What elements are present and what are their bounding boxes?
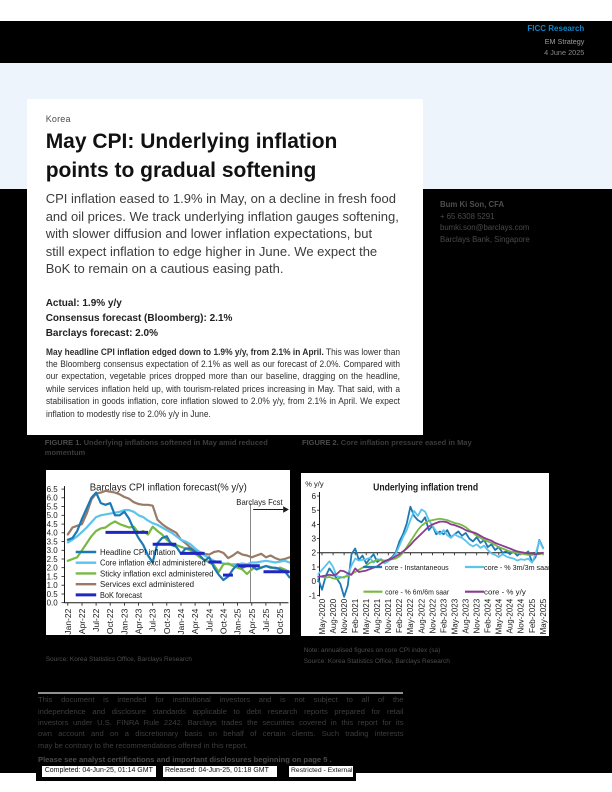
svg-text:May-2021: May-2021: [362, 598, 371, 634]
svg-text:Nov-2020: Nov-2020: [340, 598, 349, 633]
svg-text:2.0: 2.0: [47, 564, 59, 573]
svg-text:core - % 3m/3m saar: core - % 3m/3m saar: [484, 563, 549, 572]
svg-text:Nov-2024: Nov-2024: [517, 598, 526, 633]
svg-text:May-2023: May-2023: [450, 598, 459, 634]
svg-text:0.5: 0.5: [47, 590, 59, 599]
svg-text:2: 2: [311, 549, 316, 558]
svg-text:Oct-24: Oct-24: [219, 609, 229, 635]
svg-text:core - Instantaneous: core - Instantaneous: [385, 563, 449, 572]
svg-text:6.0: 6.0: [47, 494, 59, 503]
svg-text:Services excl administered: Services excl administered: [100, 580, 194, 589]
svg-text:Apr-25: Apr-25: [247, 609, 257, 635]
svg-text:-1: -1: [309, 591, 317, 600]
svg-text:Jul-23: Jul-23: [148, 609, 158, 632]
svg-text:Apr-22: Apr-22: [77, 609, 87, 635]
svg-text:Headline CPI inflation: Headline CPI inflation: [100, 548, 176, 557]
svg-text:4.0: 4.0: [47, 529, 59, 538]
svg-text:Barclays Fcst: Barclays Fcst: [237, 497, 284, 507]
svg-text:Apr-23: Apr-23: [134, 609, 144, 635]
svg-text:3.5: 3.5: [47, 538, 59, 547]
svg-text:0.0: 0.0: [47, 599, 59, 608]
svg-text:Oct-23: Oct-23: [162, 609, 172, 635]
svg-text:May-2025: May-2025: [539, 598, 548, 634]
svg-text:Core inflation excl administer: Core inflation excl administered: [100, 559, 206, 568]
svg-text:0: 0: [311, 577, 316, 586]
svg-text:BoK forecast: BoK forecast: [100, 591, 143, 600]
svg-text:Feb-2025: Feb-2025: [528, 598, 537, 633]
svg-text:5.5: 5.5: [47, 503, 59, 512]
svg-text:Jan-23: Jan-23: [120, 609, 130, 635]
svg-text:1.5: 1.5: [47, 573, 59, 582]
svg-text:Underlying inflation trend: Underlying inflation trend: [373, 482, 478, 493]
svg-text:3.0: 3.0: [47, 546, 59, 555]
svg-text:Apr-24: Apr-24: [190, 609, 200, 635]
svg-text:Sticky inflation excl administ: Sticky inflation excl administered: [100, 570, 213, 579]
svg-text:Feb-2021: Feb-2021: [351, 598, 360, 633]
svg-text:Barclays CPI inflation forecas: Barclays CPI inflation forecast(% y/y): [90, 483, 247, 494]
svg-text:Aug-2023: Aug-2023: [462, 598, 471, 633]
svg-text:Oct-25: Oct-25: [275, 609, 285, 635]
svg-text:% y/y: % y/y: [305, 479, 324, 488]
svg-text:Jul-22: Jul-22: [91, 609, 101, 632]
svg-text:May-2022: May-2022: [406, 598, 415, 634]
svg-text:Jul-24: Jul-24: [205, 609, 215, 632]
svg-text:Jul-25: Jul-25: [261, 609, 271, 632]
svg-text:Jan-24: Jan-24: [176, 609, 186, 635]
svg-text:2.5: 2.5: [47, 555, 59, 564]
svg-text:Nov-2022: Nov-2022: [428, 598, 437, 633]
svg-text:1: 1: [311, 563, 316, 572]
svg-text:5: 5: [311, 506, 316, 515]
svg-text:May-2024: May-2024: [495, 598, 504, 634]
svg-text:1.0: 1.0: [47, 581, 59, 590]
svg-text:4.5: 4.5: [47, 520, 59, 529]
svg-text:6: 6: [311, 492, 316, 501]
svg-text:Aug-2024: Aug-2024: [506, 598, 515, 633]
svg-text:Nov-2021: Nov-2021: [384, 598, 393, 633]
svg-text:6.5: 6.5: [47, 485, 59, 494]
svg-text:Jan-22: Jan-22: [63, 609, 73, 635]
svg-text:3: 3: [311, 535, 316, 544]
svg-text:Oct-22: Oct-22: [105, 609, 115, 635]
svg-text:Jan-25: Jan-25: [233, 609, 243, 635]
svg-text:core - % y/y: core - % y/y: [484, 588, 526, 597]
svg-text:4: 4: [311, 520, 316, 529]
svg-text:Feb-2024: Feb-2024: [484, 598, 493, 633]
svg-text:core - % 6m/6m saar: core - % 6m/6m saar: [385, 588, 449, 597]
svg-text:Aug-2022: Aug-2022: [417, 598, 426, 633]
svg-text:Aug-2020: Aug-2020: [329, 598, 338, 633]
svg-text:5.0: 5.0: [47, 511, 59, 520]
svg-text:Aug-2021: Aug-2021: [373, 598, 382, 633]
svg-text:Feb-2023: Feb-2023: [439, 598, 448, 633]
svg-text:May-2020: May-2020: [318, 598, 327, 634]
svg-text:Nov-2023: Nov-2023: [473, 598, 482, 633]
svg-text:Feb-2022: Feb-2022: [395, 598, 404, 633]
